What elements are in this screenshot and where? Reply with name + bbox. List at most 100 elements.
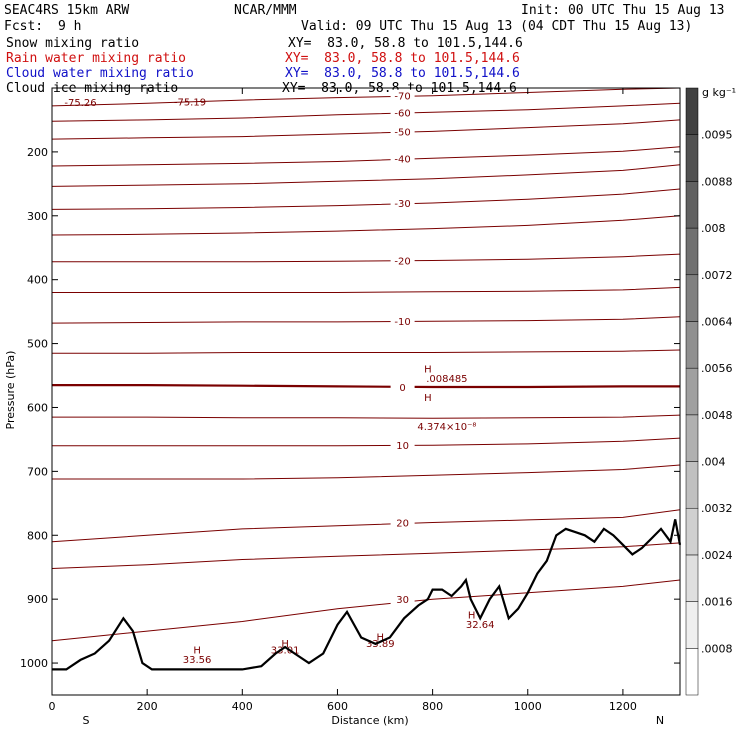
- contour-label: -20: [394, 257, 410, 268]
- temperature-contours: -70 -60 -50 -40 -30 -20 -10 0 10 20 30: [51, 87, 681, 642]
- x-tick-label: 600: [327, 700, 348, 713]
- forecast-hour: 9 h: [58, 19, 82, 34]
- y-tick-label: 300: [27, 210, 48, 223]
- x-tick-label: 1200: [609, 700, 637, 713]
- contour-line: [51, 215, 681, 236]
- colorbar-unit: g kg⁻¹: [702, 86, 736, 99]
- y-tick-label: 600: [27, 401, 48, 414]
- colorbar-tick-label: .0032: [701, 502, 733, 515]
- y-axis-title: Pressure (hPa): [4, 351, 17, 430]
- contour-line: [51, 102, 681, 122]
- contour-line: [51, 146, 681, 167]
- contour-line: [52, 384, 680, 389]
- y-tick-label: 400: [27, 274, 48, 287]
- contour-label: -50: [394, 127, 410, 138]
- contour-label-bg: [390, 593, 415, 606]
- x-tick-label: 0: [49, 700, 56, 713]
- contour-extremum-label: 33.01: [271, 645, 300, 656]
- contour-extremum-label: H: [424, 364, 432, 375]
- init-time: Init: 00 UTC Thu 15 Aug 13: [521, 3, 725, 18]
- colorbar-tick-label: .004: [701, 456, 726, 469]
- field-xy-cloud-water: XY= 83.0, 58.8 to 101.5,144.6: [285, 66, 520, 81]
- contour-labels: -75.26 -75.19H4.374×10⁻⁸H.008485H33.56H33…: [64, 97, 494, 666]
- contour-line: [52, 464, 681, 480]
- field-xy-snow: XY= 83.0, 58.8 to 101.5,144.6: [288, 36, 523, 51]
- contour-label: -30: [394, 199, 410, 210]
- x-tick-label: 800: [422, 700, 443, 713]
- contour-label-bg: [390, 152, 415, 165]
- colorbar-segment: [685, 461, 699, 509]
- contour-label-bg: [390, 381, 415, 394]
- terrain-line: [52, 519, 682, 671]
- contour-label: -10: [394, 317, 410, 328]
- x-right-end-label: N: [656, 714, 664, 727]
- colorbar-segment: [685, 648, 699, 696]
- model-title: SEAC4RS 15km ARW: [4, 3, 130, 18]
- terrain: [52, 519, 682, 671]
- y-tick-label: 1000: [20, 657, 48, 670]
- contour-line: [51, 542, 681, 569]
- contour-label-bg: [390, 254, 415, 267]
- colorbar-segment: [685, 321, 699, 369]
- forecast-label: Fcst:: [4, 19, 44, 34]
- colorbar-segment: [685, 554, 699, 602]
- contour-label-bg: [390, 516, 415, 529]
- axes: 0 200 400 600 800 1000 12002003004005006007008…: [20, 87, 681, 713]
- contour-extremum-label: H: [468, 610, 476, 621]
- colorbar-tick-label: .0056: [701, 362, 733, 375]
- contour-label: 20: [396, 518, 409, 529]
- org-label: NCAR/MMM: [234, 3, 297, 18]
- y-tick-label: 500: [27, 338, 48, 351]
- colorbar-tick-label: .0064: [701, 315, 733, 328]
- contour-label: 10: [396, 441, 409, 452]
- contour-line: [51, 509, 681, 543]
- colorbar-segment: [685, 181, 699, 229]
- contour-label-bg: [390, 106, 415, 119]
- colorbar-segment: [685, 601, 699, 649]
- field-name-rain: Rain water mixing ratio: [6, 51, 187, 66]
- colorbar-segment: [685, 87, 699, 135]
- contour-line: [51, 579, 681, 642]
- y-tick-label: 800: [27, 529, 48, 542]
- contour-extremum-label: 33.89: [366, 639, 395, 650]
- contour-extremum-label: 32.64: [466, 620, 495, 631]
- colorbar-tick-label: .0095: [701, 129, 733, 142]
- contour-line: [52, 286, 681, 293]
- x-left-end-label: S: [83, 714, 90, 727]
- colorbar-tick-label: .0048: [701, 409, 733, 422]
- field-xy-rain: XY= 83.0, 58.8 to 101.5,144.6: [285, 51, 520, 66]
- contour-label-bg: [390, 439, 415, 452]
- contour-line: [52, 414, 681, 419]
- plot-frame: [51, 87, 681, 696]
- colorbar-segment: [685, 227, 699, 276]
- contour-extremum-label: -75.26: [64, 98, 96, 109]
- contour-label: -70: [394, 92, 410, 103]
- contour-line: [51, 316, 681, 324]
- contour-label: -40: [394, 154, 410, 165]
- contour-extremum-label: H: [193, 645, 201, 656]
- contour-label-bg: [390, 89, 415, 102]
- contour-line: [51, 87, 681, 107]
- colorbar-segment: [685, 367, 699, 416]
- colorbar-segment: [685, 134, 699, 182]
- colorbar-segment: [685, 274, 699, 322]
- contour-line: [51, 164, 681, 187]
- contour-label: 30: [396, 595, 409, 606]
- colorbar-segment: [685, 414, 699, 462]
- x-tick-label: 1000: [514, 700, 542, 713]
- contour-label-bg: [390, 197, 415, 210]
- contour-extremum-label: .008485: [426, 374, 467, 385]
- contour-label-bg: [390, 125, 415, 138]
- y-tick-label: 200: [27, 146, 48, 159]
- x-tick-label: 400: [232, 700, 253, 713]
- contour-line: [52, 349, 681, 354]
- contour-line: [51, 119, 681, 140]
- field-name-cloud-water: Cloud water mixing ratio: [6, 66, 194, 81]
- colorbar: .0008 .0016 .0024 .0032 .004 .0048 .0056 .0064.…: [685, 87, 733, 696]
- colorbar-segment: [685, 507, 699, 556]
- colorbar-tick-label: .008: [701, 222, 726, 235]
- contour-line: [52, 437, 681, 447]
- y-tick-label: 700: [27, 465, 48, 478]
- contour-label-bg: [390, 315, 415, 328]
- colorbar-tick-label: .0008: [701, 642, 733, 655]
